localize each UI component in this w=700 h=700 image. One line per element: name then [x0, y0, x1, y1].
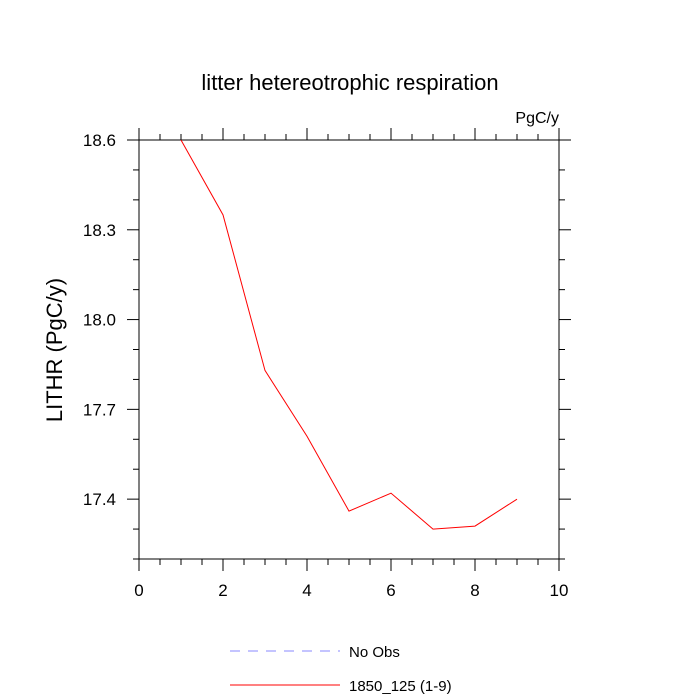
y-tick-label: 18.3	[83, 221, 116, 240]
y-tick-label: 18.6	[83, 131, 116, 150]
x-tick-label: 4	[302, 581, 311, 600]
x-tick-label: 10	[550, 581, 569, 600]
y-tick-label: 18.0	[83, 311, 116, 330]
legend-series-label: 1850_125 (1-9)	[349, 678, 452, 695]
y-axis-ticks: 17.4 17.7 18.0 18.3 18.6	[83, 131, 571, 560]
x-tick-label: 2	[218, 581, 227, 600]
y-axis-label: LITHR (PgC/y)	[42, 278, 67, 422]
x-tick-label: 0	[134, 581, 143, 600]
plot-frame	[138, 139, 560, 560]
x-axis-ticks: 0 2 4 6 8 10	[134, 128, 568, 600]
y-tick-label: 17.7	[83, 400, 116, 419]
legend-no-obs-label: No Obs	[349, 644, 400, 661]
units-label: PgC/y	[515, 110, 559, 127]
series-line-1850-125	[180, 139, 518, 530]
y-tick-label: 17.4	[83, 490, 116, 509]
chart-title: litter hetereotrophic respiration	[201, 70, 498, 95]
x-tick-label: 8	[470, 581, 479, 600]
legend: No Obs 1850_125 (1-9)	[230, 644, 452, 695]
x-tick-label: 6	[386, 581, 395, 600]
series-lines	[180, 139, 518, 530]
